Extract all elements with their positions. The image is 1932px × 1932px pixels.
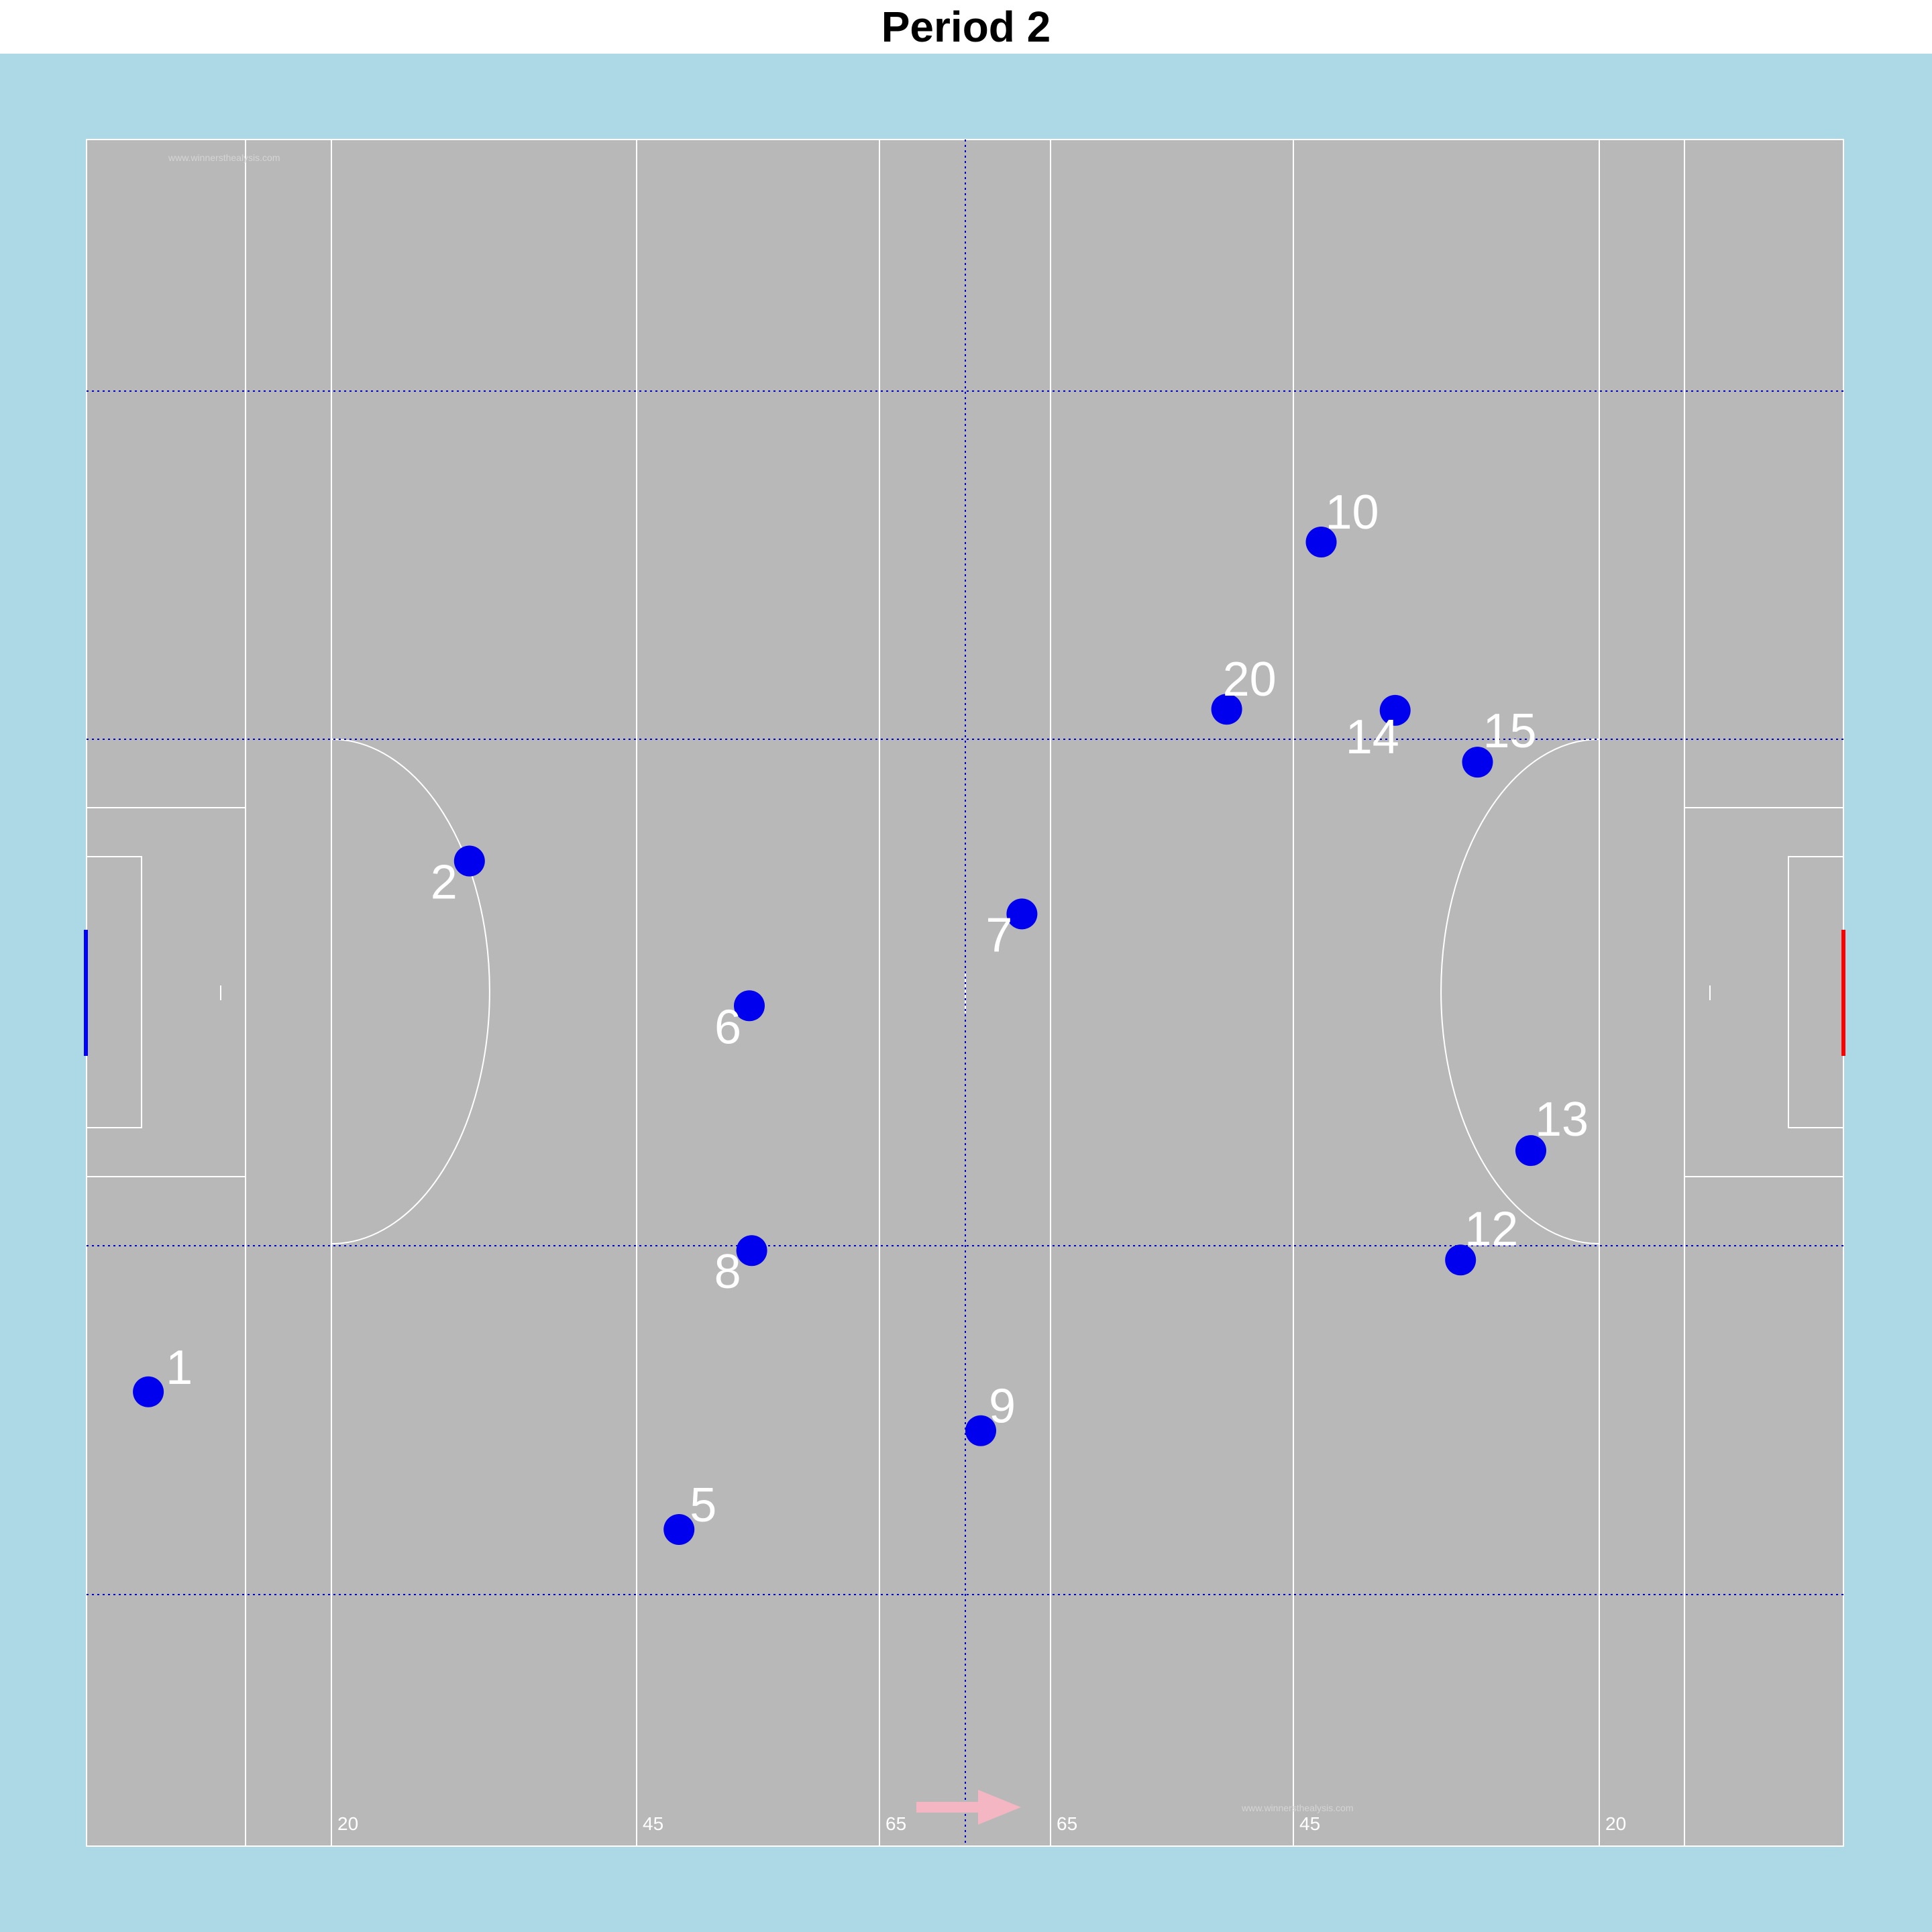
player-marker [1006, 898, 1038, 930]
pitch-markings [87, 140, 1843, 1846]
player-marker [1211, 694, 1242, 725]
player-number-label: 13 [1535, 1093, 1589, 1146]
direction-arrow-icon [916, 1790, 1021, 1825]
distance-labels: 20 45 65 65 45 20 [337, 1813, 1626, 1834]
player-marker [1379, 694, 1411, 726]
distance-label-right-20: 20 [1605, 1813, 1626, 1834]
distance-label-right-65: 65 [1057, 1813, 1077, 1834]
right-small-box [1788, 856, 1843, 1128]
player-marker [1305, 527, 1337, 557]
player-number-label: 5 [690, 1479, 716, 1532]
distance-label-left-20: 20 [337, 1813, 358, 1834]
player-number-label: 15 [1483, 704, 1537, 758]
pitch-surround: 20 45 65 65 45 20 www.winnersthealysis.c… [0, 54, 1932, 1932]
player-number-label: 12 [1464, 1202, 1518, 1256]
left-d-arc [331, 739, 490, 1244]
player-1: 1 [133, 1341, 193, 1407]
player-number-label: 1 [166, 1341, 193, 1395]
title-bar: Period 2 [0, 0, 1932, 54]
player-5: 5 [663, 1479, 716, 1545]
player-20: 20 [1211, 653, 1277, 725]
player-12: 12 [1445, 1202, 1518, 1276]
player-marker [965, 1415, 996, 1446]
distance-label-right-45: 45 [1299, 1813, 1320, 1834]
player-number-label: 10 [1326, 486, 1379, 539]
player-6: 6 [714, 990, 765, 1054]
player-marker [1515, 1135, 1546, 1167]
pitch-diagram: 20 45 65 65 45 20 www.winnersthealysis.c… [84, 139, 1845, 1847]
player-14: 14 [1346, 694, 1411, 764]
watermark-top: www.winnersthealysis.com [168, 152, 280, 163]
right-goal [1841, 930, 1845, 1056]
player-number-label: 9 [989, 1380, 1016, 1434]
right-large-box [1684, 807, 1843, 1177]
player-marker [1462, 747, 1493, 778]
player-9: 9 [965, 1380, 1016, 1446]
player-10: 10 [1305, 486, 1379, 557]
player-marker [734, 990, 765, 1022]
player-7: 7 [985, 898, 1038, 962]
left-small-box [87, 856, 142, 1128]
player-13: 13 [1515, 1093, 1589, 1167]
player-marker [663, 1514, 695, 1545]
player-marker [133, 1376, 164, 1407]
player-marker [1445, 1244, 1477, 1276]
zone-lines [87, 140, 1843, 1846]
right-d-arc [1440, 739, 1600, 1244]
player-number-label: 8 [714, 1245, 741, 1299]
player-number-label: 14 [1346, 710, 1399, 764]
player-2: 2 [431, 845, 485, 910]
player-15: 15 [1462, 704, 1537, 778]
player-marker [453, 845, 485, 877]
chart-title: Period 2 [881, 3, 1051, 51]
player-marker [736, 1235, 767, 1267]
player-number-label: 7 [985, 908, 1012, 962]
distance-label-left-45: 45 [643, 1813, 663, 1834]
left-goal [84, 930, 88, 1056]
player-number-label: 6 [714, 1000, 741, 1054]
player-number-label: 2 [431, 856, 458, 910]
player-number-label: 20 [1223, 653, 1277, 706]
left-large-box [87, 807, 246, 1177]
player-8: 8 [714, 1235, 767, 1299]
watermark-bottom: www.winnersthealysis.com [1241, 1803, 1354, 1813]
distance-label-left-65: 65 [885, 1813, 906, 1834]
